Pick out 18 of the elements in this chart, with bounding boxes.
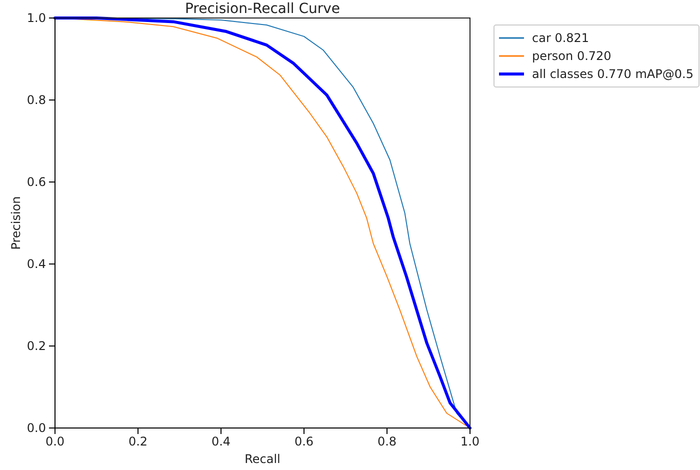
- legend-label: all classes 0.770 mAP@0.5: [532, 67, 694, 81]
- y-tick-label: 0.0: [26, 420, 46, 435]
- y-tick-label: 0.8: [26, 92, 46, 107]
- x-axis-title: Recall: [244, 452, 280, 466]
- legend-label: person 0.720: [532, 49, 612, 63]
- x-tick-label: 0.6: [294, 434, 314, 449]
- legend-label: car 0.821: [532, 31, 590, 45]
- y-tick-label: 0.4: [26, 256, 46, 271]
- x-tick-label: 0.2: [128, 434, 148, 449]
- x-tick-label: 1.0: [460, 434, 480, 449]
- y-tick-label: 1.0: [26, 10, 46, 25]
- y-axis-title: Precision: [9, 196, 23, 250]
- x-tick-label: 0.8: [377, 434, 397, 449]
- x-tick-label: 0.4: [211, 434, 231, 449]
- y-tick-label: 0.6: [26, 174, 46, 189]
- y-tick-label: 0.2: [26, 338, 46, 353]
- chart-title: Precision-Recall Curve: [184, 1, 340, 17]
- x-tick-label: 0.0: [45, 434, 65, 449]
